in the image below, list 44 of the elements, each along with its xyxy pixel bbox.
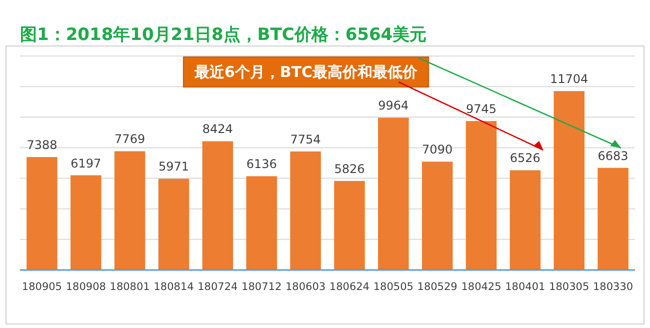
data-label: 6136 [246,157,277,172]
bar [246,176,277,270]
x-tick-label: 180529 [417,281,458,293]
x-tick-label: 180305 [549,281,590,293]
bar [26,157,58,270]
x-tick-label: 180905 [22,281,62,293]
bar [554,91,584,270]
bar [290,151,321,270]
x-tick-label: 180603 [285,281,326,293]
bar [378,118,409,270]
chart-title: 图1：2018年10月21日8点，BTC价格：6564美元 [20,25,427,45]
data-label: 8424 [202,122,233,136]
data-label: 5971 [158,160,190,174]
data-label: 6197 [70,156,102,170]
bar [70,175,102,270]
bar [422,162,453,270]
x-tick-label: 180330 [592,281,634,293]
data-label: 6683 [598,148,628,163]
x-tick-label: 180801 [110,281,150,293]
data-label: 6526 [510,151,540,166]
bar [158,178,190,270]
data-label: 7388 [26,138,58,152]
bar [598,168,628,270]
x-tick-label: 180505 [373,281,414,293]
data-label: 11704 [550,72,588,86]
bar [114,151,146,270]
data-label: 9745 [466,102,497,116]
bar [466,121,497,270]
data-label: 7769 [114,132,146,146]
bar [202,141,234,270]
data-label: 7090 [422,142,453,157]
x-tick-label: 180401 [505,281,546,293]
x-tick-label: 180908 [66,281,106,293]
data-label: 5826 [334,162,365,176]
bar [510,170,541,270]
x-tick-label: 180425 [461,281,502,293]
data-label: 9964 [378,98,409,113]
annotation: 最近6个月，BTC最高价和最低价 [193,63,419,81]
bar [334,180,365,270]
x-tick-label: 180712 [242,281,282,293]
x-tick-label: 180814 [154,281,194,293]
data-label: 7754 [290,132,321,146]
x-tick-label: 180624 [329,281,370,293]
x-tick-label: 180724 [198,281,238,293]
